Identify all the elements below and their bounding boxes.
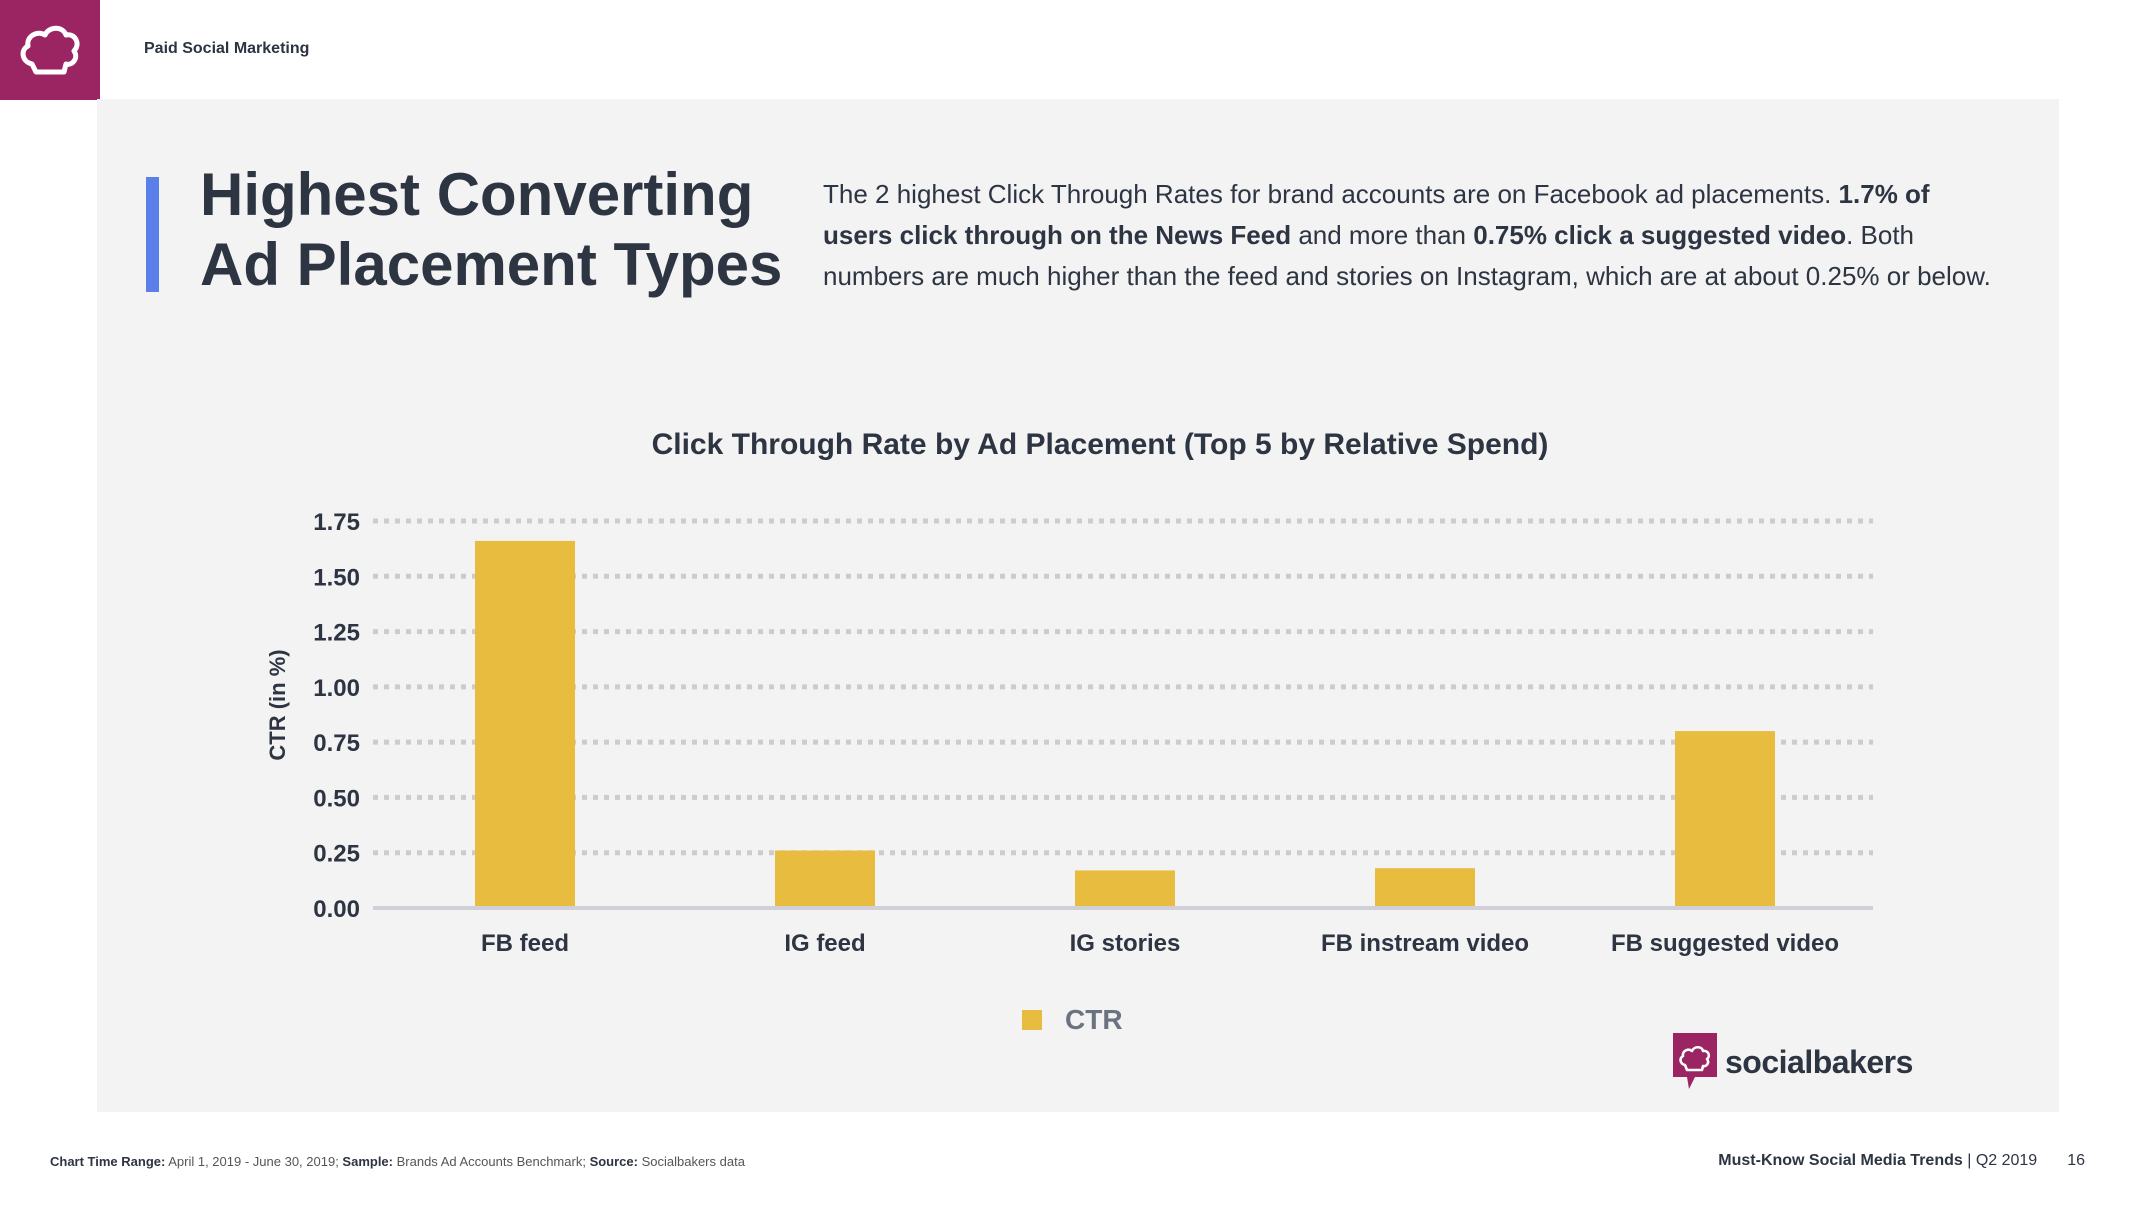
title-accent-bar [146,177,159,292]
bar-fb-instream-video [1375,868,1475,908]
intro-highlight-1: 1.7% of users click through on the News … [823,179,1930,250]
bar-ig-stories [1075,870,1175,908]
report-footer: Must-Know Social Media Trends | Q2 2019 … [1718,1152,2085,1170]
x-tick-label: FB instream video [1321,930,1529,957]
y-tick-label: 1.75 [313,509,360,536]
legend-label: CTR [1065,1004,1123,1035]
intro-highlight-2: 0.75% click a suggested video [1473,220,1847,250]
section-label: Paid Social Marketing [144,40,310,57]
report-title: Must-Know Social Media Trends [1718,1152,1963,1169]
x-tick-label: IG feed [784,930,865,957]
y-tick-label: 1.50 [313,564,360,591]
y-tick-label: 1.25 [313,620,360,647]
source-value: Socialbakers data [637,1154,745,1169]
sample-label: Sample: [342,1154,393,1169]
socialbakers-wordmark: socialbakers [1725,1043,1913,1080]
intro-paragraph: The 2 highest Click Through Rates for br… [823,174,2003,297]
report-name: Must-Know Social Media Trends | Q2 2019 [1718,1152,2037,1170]
y-tick-label: 0.75 [313,730,360,757]
x-tick-label: FB suggested video [1611,930,1839,957]
page-number: 16 [2067,1152,2085,1169]
brand-logo [0,0,100,100]
page-title-line-2: Ad Placement Types [200,231,783,298]
bar-fb-suggested-video [1675,731,1775,908]
y-tick-label: 0.50 [313,785,360,812]
source-label: Source: [589,1154,638,1169]
socialbakers-logo: socialbakers [1673,1033,1913,1091]
intro-text-1: The 2 highest Click Through Rates for br… [823,179,1839,209]
intro-text-2: and more than [1291,220,1474,250]
y-axis-label: CTR (in %) [265,649,290,760]
range-value: April 1, 2019 - June 30, 2019; [165,1154,343,1169]
report-period: | Q2 2019 [1962,1152,2038,1169]
chart-source-note: Chart Time Range: April 1, 2019 - June 3… [50,1154,745,1169]
content-panel [97,99,2059,1112]
bar-ig-feed [775,850,875,908]
legend-swatch [1022,1010,1042,1030]
y-tick-label: 1.00 [313,675,360,702]
chart-title: Click Through Rate by Ad Placement (Top … [652,428,1549,461]
bar-fb-feed [475,540,575,908]
range-label: Chart Time Range: [50,1154,166,1169]
x-tick-label: IG stories [1070,930,1181,957]
sample-value: Brands Ad Accounts Benchmark; [393,1154,590,1169]
y-tick-label: 0.25 [313,841,360,868]
socialbakers-mark-icon [1673,1033,1717,1089]
chef-hat-icon [20,25,80,75]
page-title: Highest Converting Ad Placement Types [200,160,800,300]
intro-text-3: . Both numbers are much higher than the … [823,220,1991,291]
x-tick-label: FB feed [481,930,569,957]
page-title-line-1: Highest Converting [200,161,754,228]
y-tick-label: 0.00 [313,896,360,923]
